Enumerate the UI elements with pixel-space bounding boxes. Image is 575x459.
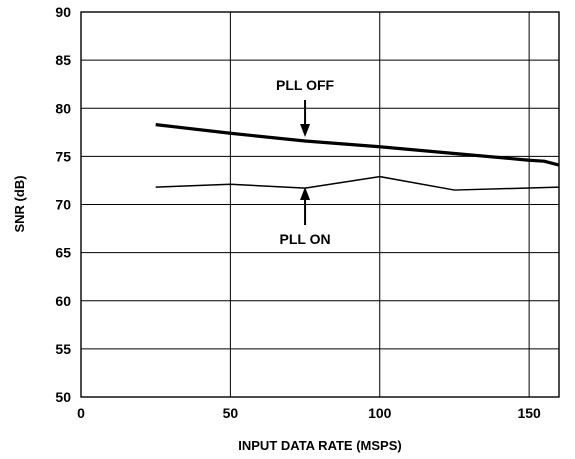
series-line-pll-off (155, 123, 560, 167)
plot-frame (80, 11, 560, 398)
tick-labels: 50 55 60 65 70 75 80 85 90 0 50 100 150 (55, 4, 541, 421)
x-tick-label: 150 (517, 405, 541, 421)
x-tick-label: 50 (223, 405, 239, 421)
y-tick-label: 85 (55, 52, 71, 68)
arrow-pll-off-head (300, 124, 311, 137)
y-tick-label: 50 (55, 389, 71, 405)
y-tick-label: 90 (55, 4, 71, 20)
x-tick-label: 100 (368, 405, 392, 421)
annotation-pll-off: PLL OFF (276, 77, 335, 93)
arrow-pll-on-head (300, 187, 311, 200)
y-tick-label: 80 (55, 100, 71, 116)
axes (80, 11, 560, 398)
y-tick-label: 55 (55, 341, 71, 357)
y-tick-label: 70 (55, 197, 71, 213)
annotation-pll-on: PLL ON (280, 231, 331, 247)
y-tick-label: 75 (55, 148, 71, 164)
series-line-pll-on (155, 175, 560, 191)
y-tick-label: 65 (55, 245, 71, 261)
x-axis-title: INPUT DATA RATE (MSPS) (238, 438, 401, 453)
x-tick-label: 0 (77, 405, 85, 421)
annotation-layer: PLL OFF PLL ON (276, 77, 335, 247)
y-axis-title: SNR (dB) (12, 175, 27, 232)
grid (81, 12, 559, 397)
y-tick-label: 60 (55, 293, 71, 309)
series-layer (155, 123, 560, 191)
